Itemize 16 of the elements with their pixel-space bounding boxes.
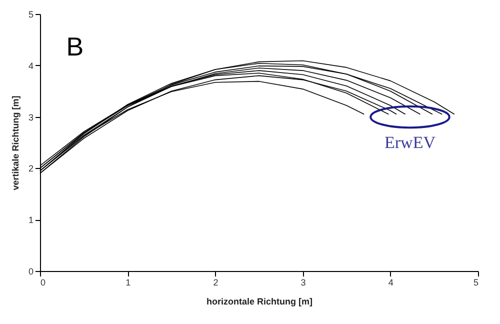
x-tick-label: 4 bbox=[388, 278, 394, 288]
y-tick-label: 1 bbox=[28, 215, 34, 226]
annotation: ErwEV bbox=[384, 133, 436, 152]
y-tick-label: 5 bbox=[28, 10, 34, 20]
y-tick-label: 4 bbox=[28, 60, 34, 71]
x-tick-label: 5 bbox=[473, 278, 478, 288]
y-tick-label: 0 bbox=[28, 266, 34, 276]
x-tick-label: 2 bbox=[213, 278, 218, 288]
y-tick-label: 2 bbox=[28, 164, 34, 174]
x-tick-label: 1 bbox=[126, 278, 131, 288]
y-tick-label: 3 bbox=[28, 112, 34, 122]
y-axis-title: vertikale Richtung [m] bbox=[10, 96, 20, 190]
annotation: B bbox=[66, 32, 84, 62]
x-axis-title: horizontale Richtung [m] bbox=[206, 296, 312, 306]
x-tick-label: 3 bbox=[300, 278, 306, 288]
x-tick-label: 0 bbox=[40, 278, 46, 288]
